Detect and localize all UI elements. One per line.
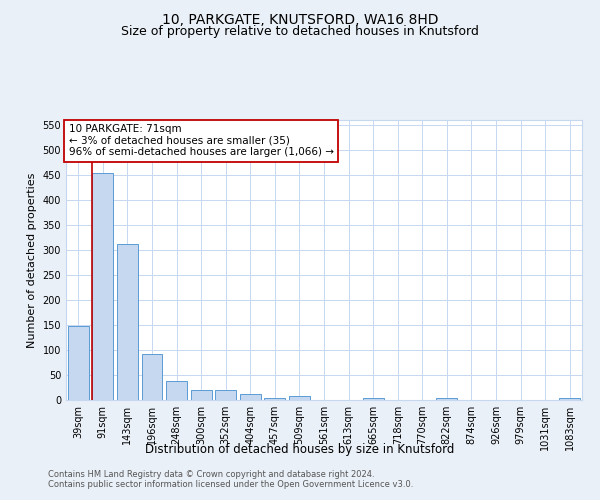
Bar [191,390,212,400]
Bar [436,398,457,400]
Text: 10 PARKGATE: 71sqm
← 3% of detached houses are smaller (35)
96% of semi-detached: 10 PARKGATE: 71sqm ← 3% of detached hous… [68,124,334,158]
Text: Distribution of detached houses by size in Knutsford: Distribution of detached houses by size … [145,442,455,456]
Y-axis label: Number of detached properties: Number of detached properties [27,172,37,348]
Bar [289,396,310,400]
Bar [240,394,261,400]
Text: Contains HM Land Registry data © Crown copyright and database right 2024.: Contains HM Land Registry data © Crown c… [48,470,374,479]
Bar [215,390,236,400]
Bar [142,354,163,400]
Bar [362,398,383,400]
Bar [117,244,138,400]
Bar [166,381,187,400]
Bar [68,326,89,400]
Text: 10, PARKGATE, KNUTSFORD, WA16 8HD: 10, PARKGATE, KNUTSFORD, WA16 8HD [162,12,438,26]
Bar [92,172,113,400]
Bar [559,398,580,400]
Bar [265,398,286,400]
Text: Contains public sector information licensed under the Open Government Licence v3: Contains public sector information licen… [48,480,413,489]
Text: Size of property relative to detached houses in Knutsford: Size of property relative to detached ho… [121,25,479,38]
